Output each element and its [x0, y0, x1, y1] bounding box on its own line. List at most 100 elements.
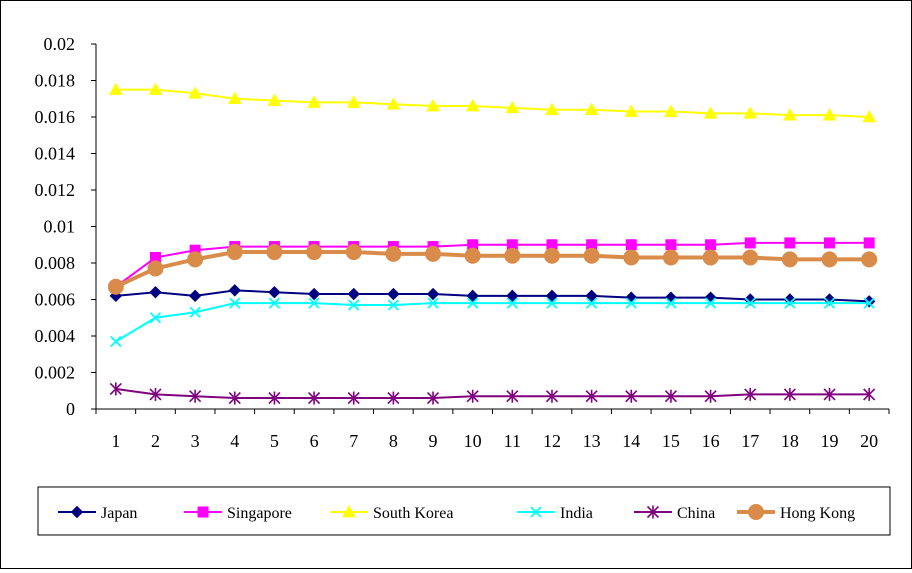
circle-marker-shape	[861, 251, 878, 268]
x-marker-stroke	[665, 297, 677, 309]
triangle-marker-shape	[465, 99, 480, 112]
data-point	[268, 297, 281, 309]
triangle-marker-shape	[188, 86, 202, 99]
circle-marker-shape	[226, 244, 243, 261]
axes: 0 0.002 0.004 0.006 0.008 0.01 0.012 0.014 0.016…	[35, 34, 890, 451]
circle-marker-shape	[702, 249, 719, 266]
data-point	[623, 249, 640, 266]
legend-label: Japan	[101, 505, 137, 522]
data-point	[665, 297, 677, 309]
x-marker-stroke	[744, 297, 756, 309]
data-point	[863, 297, 875, 309]
data-point	[704, 291, 717, 304]
legend-label: China	[677, 505, 715, 522]
data-point	[585, 289, 598, 303]
y-tick-label: 0	[66, 399, 75, 419]
square-marker-shape	[197, 506, 209, 518]
x-marker-stroke	[823, 297, 836, 309]
x-tick-label: 8	[389, 431, 398, 451]
circle-marker-shape	[187, 251, 204, 268]
data-point	[545, 102, 559, 115]
series-line	[115, 387, 870, 400]
data-point	[426, 391, 440, 405]
data-point	[625, 239, 637, 251]
data-point	[824, 237, 836, 249]
y-tick-label: 0.02	[44, 34, 76, 54]
x-marker-stroke	[467, 297, 479, 309]
circle-marker-shape	[107, 278, 124, 295]
circle-marker-shape	[781, 251, 798, 268]
legend-swatch-marker	[748, 504, 764, 520]
circle-marker-shape	[623, 249, 640, 266]
triangle-marker-shape	[664, 104, 678, 117]
x-tick-label: 14	[622, 431, 640, 451]
x-marker-stroke	[784, 297, 796, 309]
data-point	[862, 295, 876, 308]
data-point	[229, 297, 241, 309]
data-point	[625, 389, 638, 403]
data-point	[227, 91, 242, 105]
legend-swatch-marker	[197, 506, 209, 518]
data-point	[585, 389, 598, 403]
data-point	[545, 389, 559, 403]
legend-swatch-marker	[530, 506, 542, 518]
triangle-marker-shape	[822, 108, 837, 121]
data-point	[823, 387, 836, 401]
data-point	[308, 391, 321, 405]
data-point	[347, 391, 360, 405]
data-point	[107, 278, 124, 295]
triangle-marker-shape	[346, 95, 361, 108]
diamond-marker-shape	[149, 285, 162, 299]
diamond-marker-shape	[188, 289, 202, 303]
legend-label: India	[560, 505, 593, 522]
diamond-marker-shape	[70, 505, 84, 519]
triangle-marker-shape	[386, 97, 401, 110]
data-point	[664, 291, 678, 304]
y-tick-label: 0.002	[35, 363, 76, 383]
data-point	[783, 387, 796, 401]
data-point	[228, 391, 241, 405]
diamond-marker-shape	[704, 291, 717, 304]
legend-label: Singapore	[227, 505, 292, 522]
diamond-marker-shape	[664, 291, 678, 304]
data-point	[822, 108, 837, 121]
data-point	[348, 299, 360, 311]
data-point	[705, 239, 717, 251]
data-point	[345, 244, 362, 261]
y-tick-label: 0.008	[35, 253, 76, 273]
x-tick-label: 1	[111, 431, 120, 451]
diamond-marker-shape	[228, 284, 241, 297]
x-marker-stroke	[348, 299, 360, 311]
square-marker-shape	[863, 237, 875, 249]
diamond-marker-shape	[268, 285, 281, 299]
circle-marker-shape	[504, 247, 521, 264]
series-china	[109, 382, 876, 405]
x-marker-stroke	[704, 297, 717, 309]
data-point	[268, 285, 281, 299]
data-point	[784, 297, 796, 309]
data-point	[861, 251, 878, 268]
legend-swatch-marker	[646, 505, 660, 519]
data-point	[823, 297, 836, 309]
data-point	[387, 287, 400, 301]
triangle-marker-shape	[267, 93, 282, 106]
x-marker-stroke	[546, 297, 558, 309]
triangle-marker-shape	[743, 106, 758, 119]
circle-marker-shape	[583, 247, 600, 264]
x-tick-label: 9	[429, 431, 438, 451]
data-point	[267, 93, 282, 106]
triangle-marker-shape	[783, 108, 797, 121]
data-point	[188, 289, 202, 303]
series-line	[115, 88, 870, 118]
legend-item-hong-kong: Hong Kong	[737, 504, 855, 522]
y-tick-label: 0.014	[35, 144, 76, 164]
triangle-marker-shape	[624, 104, 639, 117]
square-marker-shape	[665, 239, 677, 251]
diamond-marker-shape	[506, 289, 519, 303]
triangle-marker-shape	[307, 95, 321, 108]
data-point	[266, 244, 283, 261]
x-marker-stroke	[149, 312, 162, 324]
x-tick-label: 18	[781, 431, 799, 451]
data-point	[467, 297, 479, 309]
